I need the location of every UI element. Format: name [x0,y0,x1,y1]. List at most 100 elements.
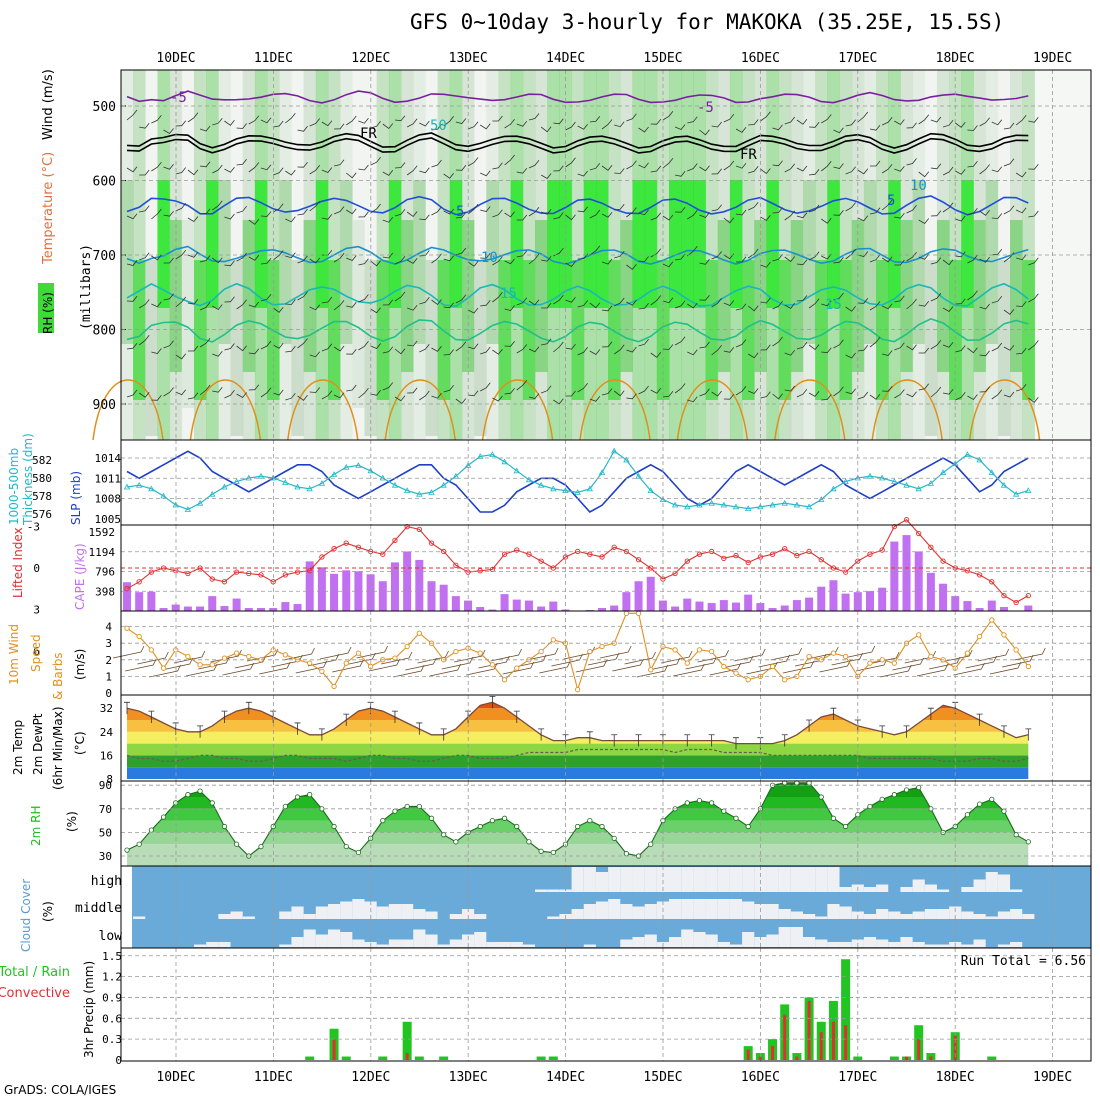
wind-barb [406,165,418,176]
lifted-index-point [806,548,812,555]
slp-tick: 1014 [95,452,122,465]
wind-barb [772,254,783,262]
rh-band [900,220,914,372]
wind-barb [407,387,418,394]
wind-barb [272,203,284,213]
thickness-point [818,496,825,502]
rh2m-point [258,843,264,850]
wind-barb [638,303,649,310]
thickness-point [318,480,326,486]
wind10m-barb [831,652,863,666]
wind-barb [967,347,978,354]
minmax-whisker [733,737,739,750]
wind-barb [614,204,625,211]
precip-total-bar [987,1056,997,1060]
wind-barb [601,305,613,312]
rh-band [729,180,743,308]
wind-barb [650,212,662,221]
wind-barb [650,387,662,394]
rh-band [839,260,853,400]
rh-band [1022,260,1035,400]
thickness-point [257,472,265,479]
wind-barb [541,255,552,262]
wind-barb [650,248,662,258]
wind-barb [516,250,528,258]
wind-barb [723,113,735,123]
wind-barb [565,157,576,168]
cape-bar [500,594,509,611]
wind-barb [260,211,272,217]
cloud-cell [717,942,730,947]
rh2m-point [733,815,739,821]
wind-barb [370,307,381,314]
thickness-point [513,467,520,474]
precip-tick: 0.3 [102,1033,122,1046]
wind-barb [504,154,515,166]
cloud-cell [705,867,718,892]
wind-barb [577,382,588,393]
wind-barb [321,343,333,352]
thickness-point [1012,490,1020,497]
wind-barb [1016,383,1027,392]
wind-barb [553,165,564,172]
rh2m-point [684,800,690,806]
thickness-tick: 576 [32,508,52,521]
wind-barb [492,162,503,170]
minmax-whisker [124,701,130,715]
wind10m-barb [295,660,328,674]
cape-bar [695,601,704,611]
rh2m-point [380,817,386,824]
wind-barb [796,118,808,125]
temperature-legend-label: Temperature (°C) [41,152,56,265]
wind-barb [589,245,601,256]
cape-bar [914,551,923,611]
thickness-point [781,499,788,506]
temp-band [127,720,1029,732]
day-label-bottom: 19DEC [1033,1070,1072,1085]
wind-barb [528,346,540,353]
temp-band [127,731,1029,744]
precip-tick: 1.5 [102,950,122,963]
cloud-cell [242,916,255,919]
minmax-whisker [586,731,593,744]
wind-barb [711,298,722,308]
wind10m-barb [636,664,669,678]
wind-barb [285,392,296,401]
precip-total-bar [439,1056,449,1060]
wind-barb [151,208,162,220]
contour-label: 50 [430,118,447,134]
cape-bar [768,608,777,611]
wind-barb [309,118,321,127]
wind-barb [406,258,418,264]
wind-barb [370,260,381,267]
wind-barb [687,349,698,356]
wind-barb [431,206,442,216]
cloud-cell [193,944,207,947]
wind-barb [187,216,199,223]
cloud-cell [876,939,889,947]
cape-bar [841,593,850,611]
rh-band [608,260,621,400]
wind-barb [309,200,321,212]
lifted-index-point [404,523,410,530]
rh2m-point [526,839,532,845]
wind-barb [394,255,406,265]
wind-barb [163,387,174,397]
rh-band [510,180,524,308]
cape-bar [390,562,399,611]
thickness-point [282,479,289,485]
wind-barb [857,215,869,222]
day-label-top: 11DEC [254,51,293,66]
wind-barb [419,167,430,174]
wind-barb [333,392,345,399]
wind-barb [516,380,528,391]
wind-barb [480,170,491,177]
minmax-whisker [1000,725,1007,738]
lifted-index-point [696,551,703,557]
cloud-cell [547,889,560,892]
rh2m-point [453,839,459,845]
rh2m-point [124,847,130,853]
wind10m-point [648,667,654,673]
wind-barb [443,385,454,393]
lifted-index-point [976,572,983,578]
